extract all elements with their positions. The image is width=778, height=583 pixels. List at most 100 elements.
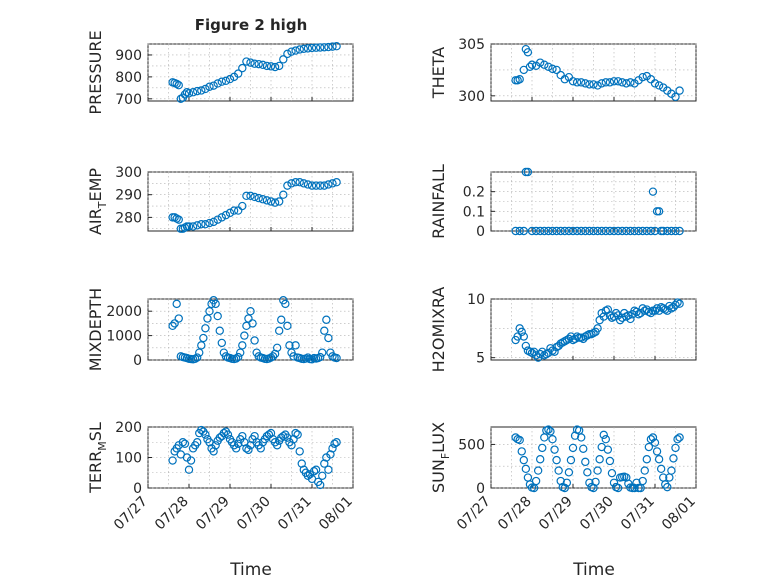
data-point [217,338,226,348]
data-point [568,443,578,453]
data-point [564,334,574,344]
x-tick-label: 07/29 [536,494,576,534]
data-point [303,353,313,362]
data-point [552,226,561,236]
data-point [589,226,598,236]
data-point [564,468,574,477]
data-point [174,314,183,323]
data-point [279,190,288,199]
data-point [671,92,680,102]
data-point [556,226,565,236]
data-point [673,435,682,444]
data-point [577,433,586,442]
data-point [203,314,212,323]
data-point [287,179,296,188]
data-point [211,441,220,450]
data-point [324,333,333,343]
data-point [262,196,272,205]
data-point [654,455,664,464]
data-point [238,63,247,73]
data-point [238,201,247,211]
data-point [324,180,333,189]
data-point [540,60,549,69]
data-point [626,226,635,236]
data-point [287,47,296,56]
data-point [248,319,257,328]
panel-rainfall: 0 0.1 0.2 RAINFALL [429,164,697,240]
y-tick-label: 500 [458,437,485,453]
data-point [577,226,586,236]
data-point [205,82,214,91]
data-point [577,78,586,87]
data-point [618,78,627,87]
data-point [275,197,284,206]
data-point [258,195,267,204]
data-point [328,352,337,361]
data-point [613,483,623,493]
y-tick-label: 280 [115,210,142,226]
data-point [640,466,649,475]
y-tick-label: 2000 [106,304,142,320]
data-point [618,226,627,236]
y-tick-label: 0 [133,481,142,497]
data-point [548,226,557,236]
data-point [650,438,660,447]
y-tick-label: 10 [467,292,485,308]
data-point [638,226,647,236]
figure-title: Figure 2 high [195,16,308,34]
data-point [548,64,557,74]
axes-box [147,298,354,361]
data-point [184,465,194,474]
data-point [289,352,298,361]
data-point [550,445,559,454]
data-point [581,457,590,467]
data-point [521,464,531,474]
data-point [513,332,522,341]
data-point [209,81,218,90]
data-point [275,326,284,335]
data-point [531,476,541,486]
data-point [527,226,537,236]
data-point [667,226,676,236]
data-point [311,181,321,190]
data-point [316,43,325,52]
data-point [299,44,308,54]
y-tick-label: 800 [115,70,142,86]
data-point [560,483,570,493]
x-tick-label: 07/28 [495,494,535,534]
data-point [328,42,337,51]
data-point [671,226,680,236]
data-point [613,226,623,236]
data-point [231,444,241,453]
data-point [517,327,526,337]
data-point [593,324,602,333]
y-tick-label: 0.2 [463,185,485,201]
data-point [192,438,202,447]
data-point [270,62,280,72]
data-point [328,444,337,453]
data-point [238,341,247,350]
data-point [266,62,276,71]
data-point [589,80,598,89]
data-point [644,442,654,452]
data-point [665,301,674,311]
data-point [669,454,678,463]
data-point [213,79,222,88]
data-point [307,355,317,364]
data-point [320,181,329,190]
data-point [291,341,300,350]
data-point [544,226,553,236]
data-point [270,198,280,207]
data-point [209,217,218,227]
y-tick-label: 1000 [106,329,142,345]
data-point [650,79,660,88]
data-point [178,438,188,447]
data-point [591,477,600,487]
data-point [615,315,625,325]
data-point [566,455,576,465]
data-point [601,435,611,444]
data-point [630,226,639,236]
data-point [597,226,606,236]
data-point [190,354,200,363]
data-point [221,76,231,86]
